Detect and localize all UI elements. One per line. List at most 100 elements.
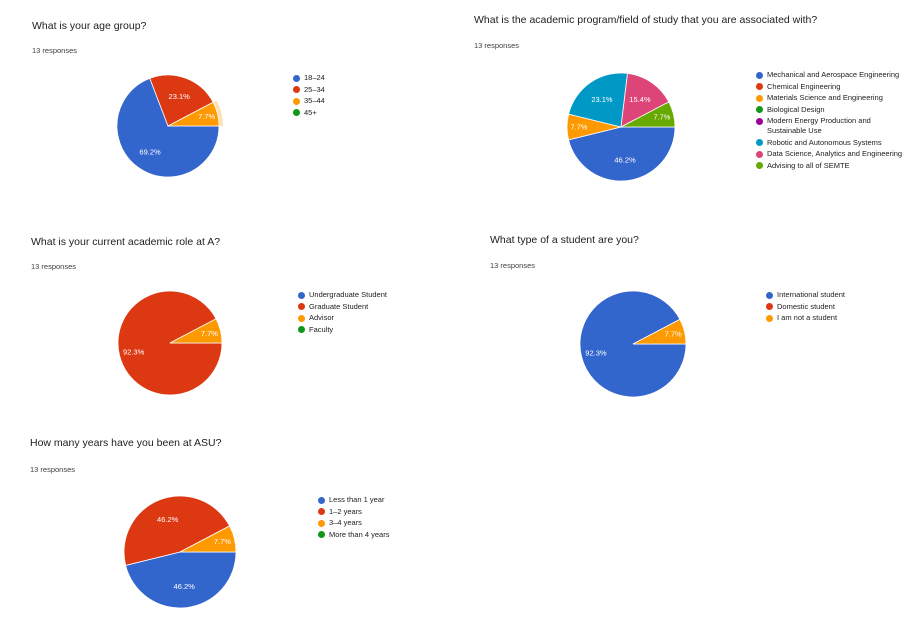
pie-slice[interactable]	[125, 551, 237, 609]
legend-label: 45+	[304, 107, 317, 117]
legend-dot-icon	[756, 71, 763, 79]
pie-slice[interactable]	[620, 101, 676, 128]
pie-slice[interactable]	[169, 318, 223, 344]
legend-label: 18–24	[304, 73, 325, 82]
legend-item[interactable]: Mechanical and Aerospace Engineering	[756, 70, 906, 80]
legend-item[interactable]: Less than 1 year	[318, 495, 448, 505]
legend-item[interactable]: More than 4 years	[318, 530, 448, 540]
slice-label: 7.7%	[653, 112, 670, 121]
pie-slice[interactable]	[620, 72, 670, 128]
legend-item[interactable]: 3–4 years	[318, 518, 448, 528]
legend-item[interactable]: I am not a student	[766, 313, 896, 323]
slice-label: 46.2%	[614, 156, 636, 165]
pie-chart: 46.2%7.7%23.1% 15.4%7.7%	[566, 72, 676, 182]
chart-title: What is your current academic role at A?	[31, 236, 221, 248]
response-count: 13 responses	[30, 465, 76, 474]
legend-item[interactable]: Domestic student	[766, 302, 896, 312]
legend-label: Domestic student	[777, 301, 835, 311]
legend-item[interactable]: Advising to all of SEMTE	[756, 161, 906, 171]
legend-dot-icon	[756, 162, 763, 169]
legend-item[interactable]: Undergraduate Student	[298, 290, 428, 300]
response-count: 13 responses	[490, 261, 536, 270]
legend-label: I am not a student	[777, 313, 838, 322]
legend-label: Advisor	[309, 313, 335, 322]
legend-label: Graduate Student	[309, 301, 369, 311]
legend-item[interactable]: 35–44	[293, 96, 413, 106]
slice-label: 69.2%	[139, 148, 161, 157]
legend-dot-icon	[298, 326, 305, 333]
pie-slice[interactable]	[632, 318, 687, 345]
legend-dot-icon	[766, 303, 773, 310]
legend-dot-icon	[756, 83, 763, 90]
legend-dot-icon	[298, 314, 305, 322]
pie-slice[interactable]	[149, 74, 214, 127]
legend-label: Mechanical and Aerospace Engineering	[767, 70, 900, 79]
pie-slice[interactable]	[568, 126, 676, 182]
legend-label: Chemical Engineering	[767, 81, 841, 91]
legend-item[interactable]: Graduate Student	[298, 302, 428, 312]
pie-slice[interactable]	[179, 525, 237, 553]
legend-dot-icon	[318, 531, 325, 538]
legend-label: Less than 1 year	[329, 495, 385, 504]
legend-dot-icon	[293, 74, 300, 82]
legend-label: Data Science, Analytics and Engineering	[767, 149, 903, 158]
legend-dot-icon	[756, 117, 763, 125]
legend-item[interactable]: Faculty	[298, 325, 428, 335]
legend: Undergraduate Student Graduate Student Adv…	[298, 290, 428, 336]
slice-label: 46.2%	[157, 515, 179, 524]
slice-label: 7.7%	[201, 329, 218, 338]
legend-item[interactable]: Advisor	[298, 313, 428, 323]
slice-label: 7.7%	[570, 123, 587, 132]
chart-title: What is your age group?	[32, 20, 147, 32]
legend-dot-icon	[766, 291, 773, 299]
slice-label: 46.2%	[174, 582, 196, 591]
pie-slice[interactable]	[568, 72, 628, 128]
legend-item[interactable]: Chemical Engineering	[756, 82, 906, 92]
legend-item[interactable]: International student	[766, 290, 896, 300]
legend-item[interactable]: Data Science, Analytics and Engineering	[756, 149, 906, 159]
pie-slice[interactable]	[167, 101, 220, 127]
legend-item[interactable]: Robotic and Autonomous Systems	[756, 138, 906, 148]
legend-dot-icon	[318, 508, 325, 515]
legend-item[interactable]: 1–2 years	[318, 507, 448, 517]
legend: Mechanical and Aerospace Engineering Chem…	[756, 70, 906, 172]
legend-item[interactable]: Materials Science and Engineering	[756, 93, 906, 103]
legend-label: Faculty	[309, 324, 334, 334]
legend-dot-icon	[293, 86, 300, 93]
legend-dot-icon	[318, 496, 325, 504]
slice-label: 23.1%	[591, 95, 613, 104]
response-count: 13 responses	[32, 46, 78, 55]
legend-dot-icon	[756, 139, 763, 146]
legend-item[interactable]: 25–34	[293, 85, 413, 95]
chart-title: How many years have you been at ASU?	[30, 437, 222, 449]
legend-dot-icon	[756, 150, 763, 158]
legend: Less than 1 year 1–2 years 3–4 years More t…	[318, 495, 448, 541]
legend-item[interactable]: 45+	[293, 108, 413, 118]
legend-label: 1–2 years	[329, 506, 362, 516]
legend: 18–24 25–34 35–44 45+	[293, 73, 413, 119]
legend-dot-icon	[318, 519, 325, 527]
legend-dot-icon	[766, 314, 773, 322]
pie-chart: 92.3% 7.7%	[579, 290, 687, 398]
legend-label: 3–4 years	[329, 518, 362, 527]
legend-item[interactable]: Biological Design	[756, 105, 906, 115]
slice-label: 7.7%	[214, 537, 231, 546]
legend-label: More than 4 years	[329, 529, 390, 539]
pie-slice[interactable]	[116, 77, 220, 178]
legend-label: Modern Energy Production and Sustainable…	[767, 116, 871, 135]
response-count: 13 responses	[474, 41, 520, 50]
legend-dot-icon	[298, 291, 305, 299]
legend-item[interactable]: Modern Energy Production and Sustainable…	[756, 116, 906, 136]
legend-dot-icon	[756, 94, 763, 102]
slice-label: 7.7%	[198, 112, 215, 121]
legend-dot-icon	[293, 97, 300, 105]
pie-slice[interactable]	[123, 495, 231, 566]
slice-label: 7.7%	[665, 330, 682, 339]
legend-label: Undergraduate Student	[309, 290, 387, 299]
slice-label: 92.3%	[123, 347, 145, 356]
legend-label: Robotic and Autonomous Systems	[767, 137, 882, 147]
slice-label: 23.1%	[169, 92, 191, 101]
legend-item[interactable]: 18–24	[293, 73, 413, 83]
pie-chart: 46.2% 46.2% 7.7%	[123, 495, 237, 609]
slice-label: 15.4%	[629, 95, 651, 104]
